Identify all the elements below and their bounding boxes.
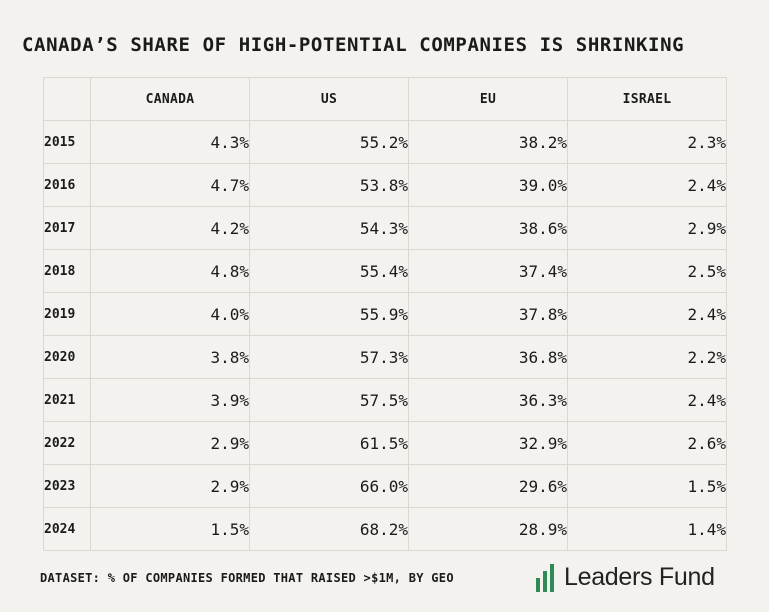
data-table: CANADA US EU ISRAEL 2015 4.3% 55.2% 38.2% 2.… [43,77,727,551]
table-cell: 61.5% [249,421,409,465]
corner-cell [43,77,91,121]
table-cell: 2.9% [567,206,727,250]
row-year-label: 2021 [43,378,91,422]
row-year-label: 2015 [43,120,91,164]
table-cell: 4.2% [90,206,250,250]
table-row: 2024 1.5% 68.2% 28.9% 1.4% [43,507,727,551]
table-cell: 3.8% [90,335,250,379]
table-cell: 2.6% [567,421,727,465]
dataset-note: DATASET: % OF COMPANIES FORMED THAT RAIS… [40,571,454,585]
table-cell: 53.8% [249,163,409,207]
table-cell: 36.8% [408,335,568,379]
table-row: 2015 4.3% 55.2% 38.2% 2.3% [43,120,727,164]
table-cell: 1.5% [567,464,727,508]
table-row: 2020 3.8% 57.3% 36.8% 2.2% [43,335,727,379]
table-cell: 2.4% [567,378,727,422]
table-cell: 4.0% [90,292,250,336]
table-cell: 37.8% [408,292,568,336]
table-cell: 2.3% [567,120,727,164]
row-year-label: 2016 [43,163,91,207]
row-year-label: 2020 [43,335,91,379]
column-header: US [249,77,409,121]
table-cell: 2.4% [567,292,727,336]
brand-logo: Leaders Fund [536,563,715,592]
table-cell: 57.5% [249,378,409,422]
table-cell: 32.9% [408,421,568,465]
row-year-label: 2018 [43,249,91,293]
column-header: ISRAEL [567,77,727,121]
table-cell: 37.4% [408,249,568,293]
row-year-label: 2017 [43,206,91,250]
brand-name: Leaders Fund [564,563,715,591]
table-cell: 4.3% [90,120,250,164]
table-cell: 57.3% [249,335,409,379]
table-cell: 4.8% [90,249,250,293]
row-year-label: 2023 [43,464,91,508]
row-year-label: 2019 [43,292,91,336]
table-cell: 68.2% [249,507,409,551]
table-row: 2016 4.7% 53.8% 39.0% 2.4% [43,163,727,207]
table-cell: 39.0% [408,163,568,207]
table-cell: 1.5% [90,507,250,551]
table-cell: 29.6% [408,464,568,508]
table-row: 2023 2.9% 66.0% 29.6% 1.5% [43,464,727,508]
table-cell: 36.3% [408,378,568,422]
table-cell: 1.4% [567,507,727,551]
table-cell: 2.9% [90,421,250,465]
row-year-label: 2024 [43,507,91,551]
table-cell: 55.4% [249,249,409,293]
table-row: 2017 4.2% 54.3% 38.6% 2.9% [43,206,727,250]
table-cell: 66.0% [249,464,409,508]
table-cell: 28.9% [408,507,568,551]
table-cell: 54.3% [249,206,409,250]
table-cell: 55.2% [249,120,409,164]
table-row: 2018 4.8% 55.4% 37.4% 2.5% [43,249,727,293]
chart-title: CANADA’S SHARE OF HIGH-POTENTIAL COMPANI… [22,34,685,56]
table-cell: 4.7% [90,163,250,207]
table-row: 2019 4.0% 55.9% 37.8% 2.4% [43,292,727,336]
table-cell: 2.4% [567,163,727,207]
table-row: 2022 2.9% 61.5% 32.9% 2.6% [43,421,727,465]
column-header: EU [408,77,568,121]
table-row: 2021 3.9% 57.5% 36.3% 2.4% [43,378,727,422]
table-header-row: CANADA US EU ISRAEL [43,77,727,121]
table-cell: 55.9% [249,292,409,336]
table-cell: 2.5% [567,249,727,293]
table-cell: 3.9% [90,378,250,422]
table-cell: 2.9% [90,464,250,508]
column-header: CANADA [90,77,250,121]
table-cell: 2.2% [567,335,727,379]
bar-chart-logo-icon [536,563,554,592]
table-cell: 38.2% [408,120,568,164]
row-year-label: 2022 [43,421,91,465]
table-cell: 38.6% [408,206,568,250]
